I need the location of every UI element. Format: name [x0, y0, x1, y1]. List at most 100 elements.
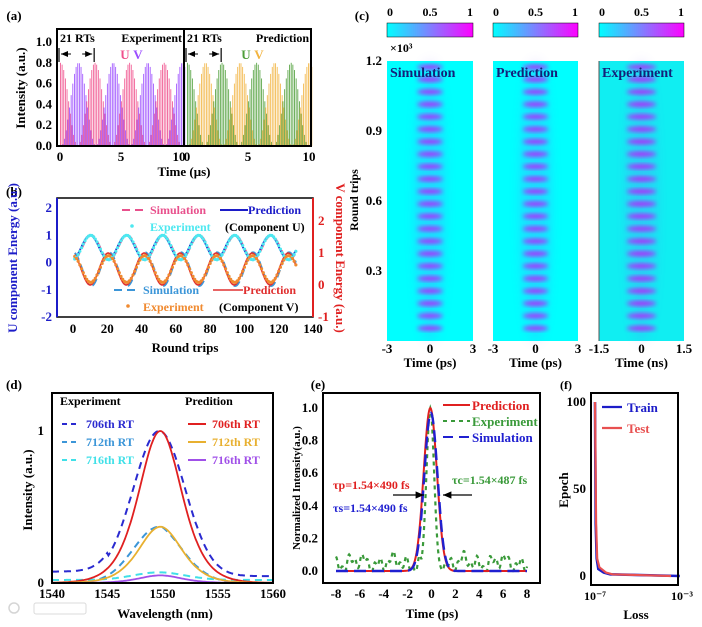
- colorbar-tick-label: 1: [678, 5, 684, 19]
- v-experiment-point: [203, 273, 207, 277]
- bar-u: [94, 62, 96, 146]
- y-tick-label: 0: [580, 568, 587, 583]
- bar-v: [103, 107, 105, 146]
- legend-v-prediction: Prediction: [243, 283, 296, 297]
- bar-v: [247, 95, 249, 146]
- legend-label: Simulation: [472, 430, 533, 445]
- bar-v: [242, 66, 244, 146]
- x-tick-label: -3: [488, 341, 499, 356]
- bar-v: [194, 119, 196, 146]
- bar-u: [216, 78, 218, 146]
- bar-u: [160, 70, 162, 146]
- heatmap-stripe: [626, 276, 657, 281]
- y-tick-label: 0.4: [302, 498, 319, 513]
- bar-u: [249, 89, 251, 146]
- x-tick-label: -4: [378, 586, 389, 601]
- v-experiment-point: [127, 279, 132, 283]
- legend-label: Train: [627, 400, 659, 415]
- legend-label: 706th RT: [86, 417, 134, 431]
- bar-u: [219, 64, 221, 146]
- v-experiment-point: [239, 273, 243, 277]
- v-experiment-point: [290, 256, 295, 260]
- bar-v: [199, 83, 201, 146]
- u-experiment-point: [155, 239, 159, 243]
- bar-u: [140, 125, 142, 146]
- v-experiment-point: [170, 265, 175, 269]
- bar-u: [125, 70, 127, 146]
- bar-u: [198, 125, 200, 146]
- x-axis-label: Loss: [623, 607, 648, 622]
- bar-u: [83, 125, 84, 146]
- v-experiment-point: [208, 261, 212, 265]
- x-tick-label: 5: [118, 149, 125, 164]
- bar-v: [232, 95, 234, 146]
- heatmap-stripe: [417, 288, 443, 294]
- y-tick-label: 0.2: [36, 117, 52, 132]
- bar-v: [90, 130, 92, 146]
- v-experiment-point: [277, 269, 281, 273]
- bar-u: [211, 113, 213, 146]
- bar-v: [154, 95, 156, 146]
- colorbar-tick-label: 0: [493, 5, 499, 19]
- u-experiment-point: [133, 243, 137, 248]
- bar-u: [290, 62, 292, 146]
- v-experiment-point: [129, 276, 133, 280]
- bar-v: [69, 107, 70, 146]
- bar-u: [153, 113, 155, 146]
- heatmap-stripe: [626, 176, 657, 182]
- heatmap-stripe: [417, 214, 443, 219]
- bar-v: [78, 63, 80, 147]
- heatmap-stripe: [626, 64, 657, 70]
- bar-v: [233, 83, 235, 146]
- x-tick-label: 80: [204, 321, 217, 336]
- bar-u: [244, 125, 246, 146]
- heatmap-stripe: [417, 164, 443, 169]
- bar-v: [110, 66, 112, 146]
- bar-u: [163, 62, 165, 146]
- bar-u: [150, 134, 152, 146]
- bar-v: [265, 107, 267, 146]
- heatmap-stripe: [417, 77, 443, 82]
- bar-u: [195, 101, 197, 146]
- bar-u: [266, 113, 267, 146]
- u-experiment-point: [275, 240, 279, 244]
- legend-u-experiment: Experiment: [150, 220, 211, 234]
- legend-v: V: [254, 47, 264, 62]
- legend-v-exp-swatch: [126, 304, 130, 308]
- bar-u: [289, 64, 291, 146]
- x-tick-label: 1555: [205, 586, 232, 601]
- bar-u: [168, 78, 170, 146]
- bar-v: [197, 95, 199, 146]
- heatmap-stripe: [626, 77, 657, 82]
- u-experiment-point: [134, 247, 139, 251]
- bar-v: [268, 83, 270, 146]
- heatmap-stripe: [417, 301, 443, 306]
- legend-v-experiment: Experiment: [143, 300, 204, 314]
- bar-u: [64, 78, 66, 146]
- y-tick-label: 0.0: [36, 138, 52, 153]
- v-experiment-point: [294, 263, 298, 267]
- bar-u: [178, 141, 180, 146]
- v-experiment-point: [254, 256, 259, 260]
- bar-u: [284, 89, 286, 146]
- heatmap-stripe: [417, 89, 443, 95]
- bar-v: [77, 63, 79, 147]
- v-experiment-point: [244, 261, 248, 265]
- bar-v: [227, 130, 229, 146]
- heatmap-stripe: [417, 189, 443, 194]
- bar-v: [196, 107, 197, 146]
- heatmap-stripe: [626, 127, 657, 132]
- x-tick-label: 2: [452, 586, 459, 601]
- bar-u: [298, 101, 300, 146]
- x-tick-label: 1560: [260, 586, 286, 601]
- v-experiment-point: [273, 276, 277, 280]
- bar-u: [287, 70, 289, 146]
- u-experiment-point: [237, 237, 241, 241]
- bar-v: [253, 138, 255, 146]
- v-experiment-point: [182, 256, 187, 260]
- x-axis-label: Round trips: [152, 340, 219, 355]
- bar-v: [210, 83, 212, 146]
- heatmap-stripe: [417, 226, 443, 231]
- bar-u: [200, 134, 202, 146]
- bar-v: [143, 73, 145, 146]
